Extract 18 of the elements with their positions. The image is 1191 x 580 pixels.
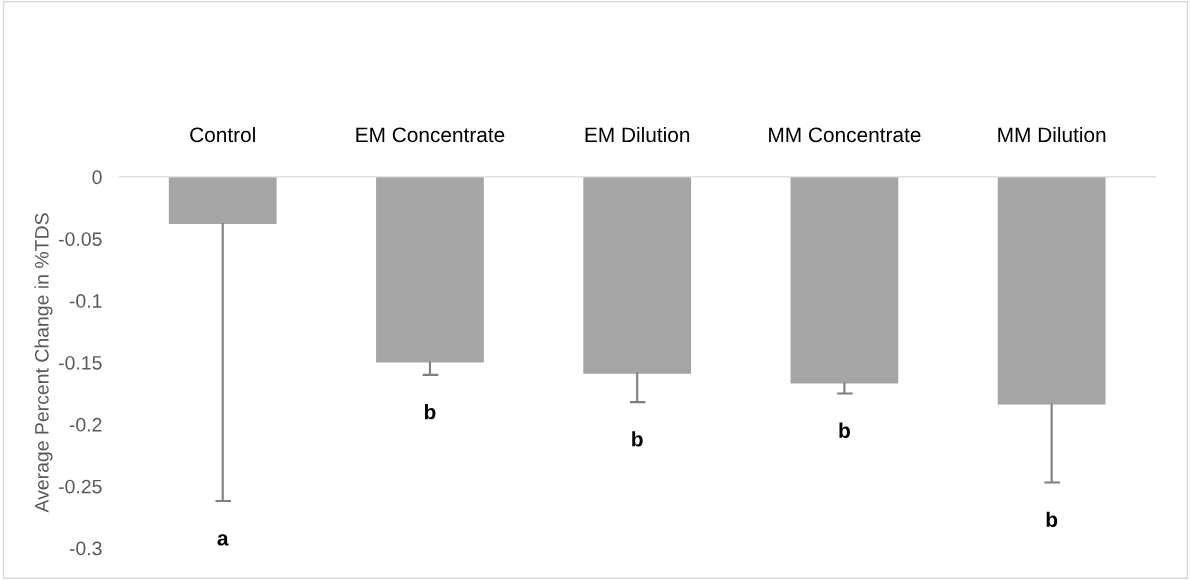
y-tick-label: -0.15 <box>58 355 102 370</box>
x-tick-label: Control <box>190 126 255 143</box>
y-tick-label: -0.1 <box>69 294 102 308</box>
x-tick-label: EM Concentrate <box>356 127 505 143</box>
y-tick-label: -0.2 <box>69 417 102 432</box>
y-axis-title: Average Percent Change in %TDS <box>34 213 53 513</box>
annotation: b <box>424 404 436 420</box>
y-tick-label: -0.3 <box>69 541 102 556</box>
annotation: b <box>839 422 850 438</box>
x-tick-label: MM Concentrate <box>769 127 921 143</box>
x-tick-label: EM Dilution <box>585 126 690 143</box>
y-tick-label: 0 <box>92 170 102 185</box>
annotation: a <box>217 534 229 546</box>
annotation: b <box>632 431 643 447</box>
y-tick-label: -0.05 <box>58 232 102 246</box>
x-tick-label: MM Dilution <box>998 126 1106 143</box>
annotation: b <box>1046 511 1058 527</box>
y-tick-label: -0.25 <box>58 479 102 494</box>
